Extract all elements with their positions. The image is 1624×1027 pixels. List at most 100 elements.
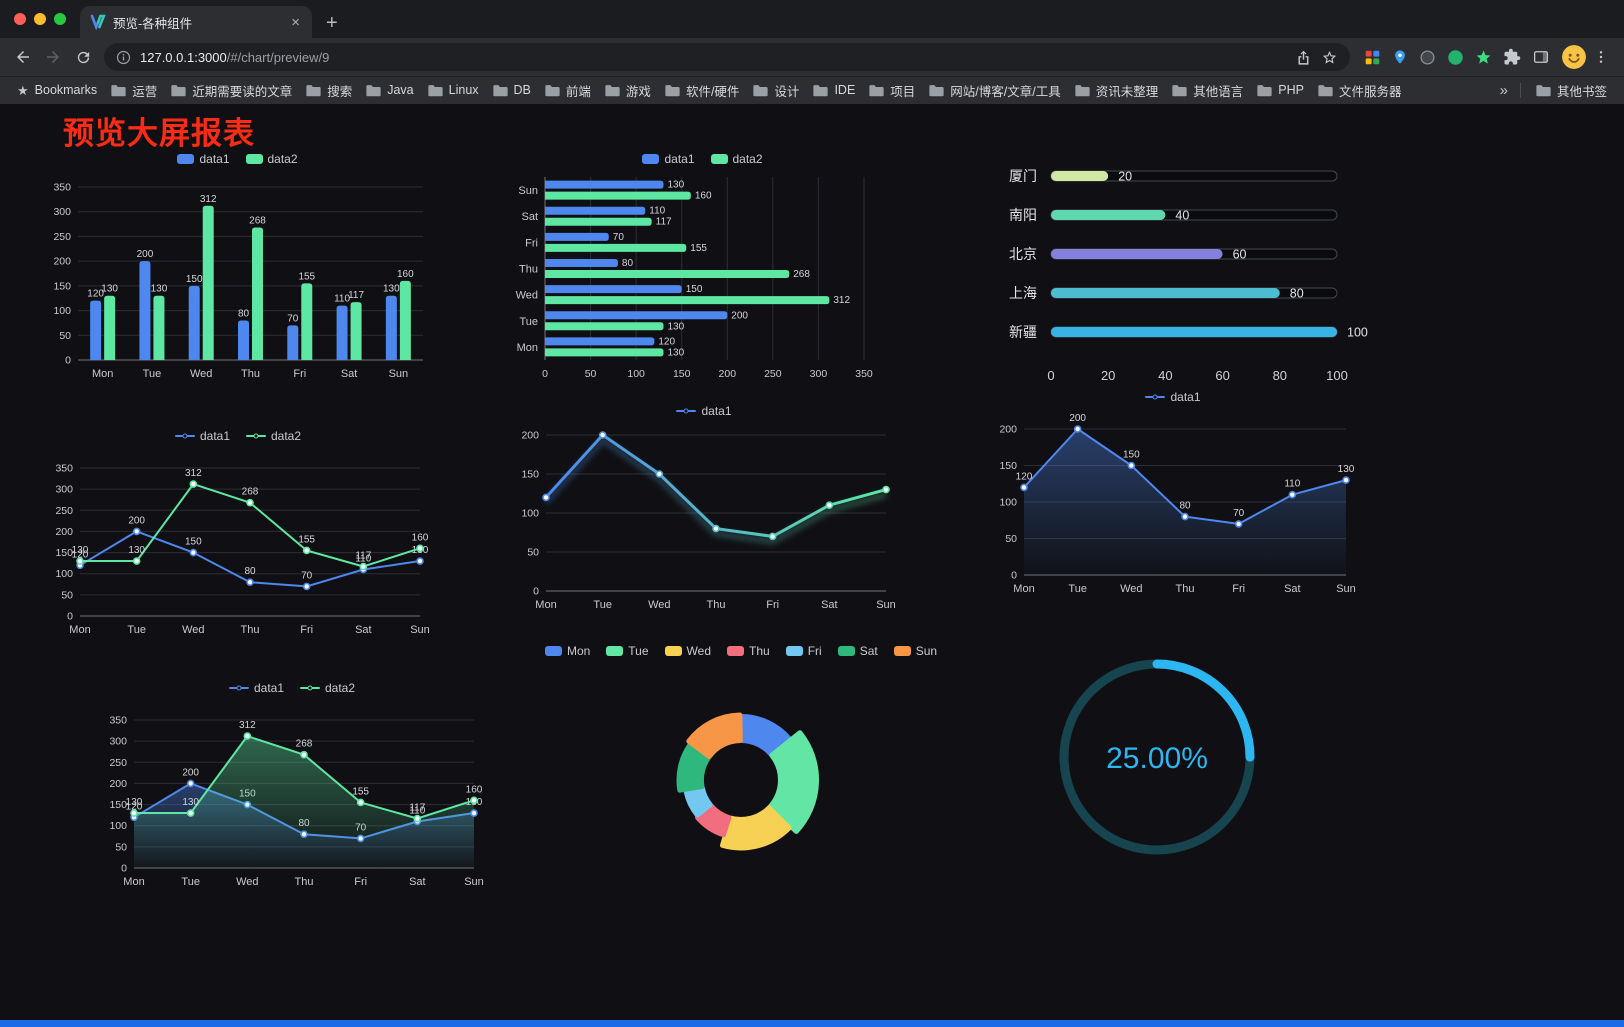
legend-item[interactable]: data2 (245, 152, 298, 166)
bookmark-label: 其他语言 (1193, 84, 1244, 99)
folder-icon (1318, 84, 1333, 97)
bookmark-folder[interactable]: Linux (421, 79, 486, 102)
bookmark-folder[interactable]: 资讯未整理 (1068, 79, 1166, 102)
legend-item[interactable]: Wed (664, 644, 711, 658)
chart-legend: data1 (986, 387, 1360, 407)
svg-text:Sun: Sun (876, 599, 896, 611)
reload-button[interactable] (68, 42, 98, 72)
legend-label: Tue (628, 644, 649, 658)
svg-text:155: 155 (298, 534, 315, 545)
bookmark-folder[interactable]: 项目 (862, 79, 922, 102)
bookmark-folder[interactable]: DB (486, 79, 538, 102)
profile-avatar[interactable] (1562, 45, 1586, 69)
legend-item[interactable]: Sun (893, 644, 937, 658)
legend-item[interactable]: data1 (177, 152, 230, 166)
bookmark-folder[interactable]: 搜索 (299, 79, 359, 102)
side-panel-icon[interactable] (1532, 48, 1550, 66)
extension-dark-circle-icon[interactable] (1419, 49, 1436, 66)
bookmark-folder[interactable]: 游戏 (598, 79, 658, 102)
address-bar[interactable]: 127.0.0.1:3000/#/chart/preview/9 (104, 43, 1350, 71)
svg-text:80: 80 (238, 308, 250, 319)
svg-text:117: 117 (656, 217, 672, 228)
legend-item[interactable]: data2 (300, 681, 355, 695)
legend-label: data2 (271, 429, 302, 443)
legend-label: data1 (1170, 390, 1201, 404)
menu-kebab-button[interactable] (1586, 42, 1616, 72)
svg-text:110: 110 (334, 294, 350, 305)
svg-text:130: 130 (383, 284, 400, 295)
svg-text:Tue: Tue (143, 368, 162, 380)
svg-text:200: 200 (731, 310, 748, 321)
bookmark-folder[interactable]: 运营 (104, 79, 164, 102)
svg-text:Wed: Wed (516, 290, 538, 302)
extensions-puzzle-icon[interactable] (1503, 48, 1521, 66)
svg-text:100: 100 (109, 820, 127, 832)
legend-item[interactable]: data2 (710, 152, 763, 166)
svg-text:350: 350 (55, 463, 73, 475)
bookmark-label: 运营 (132, 84, 158, 99)
svg-text:200: 200 (109, 778, 127, 790)
svg-text:Sat: Sat (821, 599, 838, 611)
titlebar: 预览-各种组件 × + (0, 0, 1624, 38)
bookmark-folder[interactable]: 网站/博客/文章/工具 (922, 79, 1067, 102)
legend-item[interactable]: data1 (642, 152, 695, 166)
legend-swatch-icon (174, 433, 195, 439)
legend-item[interactable]: Fri (785, 644, 822, 658)
zoom-window-button[interactable] (54, 13, 66, 25)
bookmark-folder[interactable]: 前端 (538, 79, 598, 102)
folder-icon (929, 84, 944, 97)
svg-text:130: 130 (101, 284, 118, 295)
extension-green-circle-icon[interactable] (1447, 49, 1464, 66)
chart-legend: data1 data2 (96, 678, 488, 698)
legend-item[interactable]: Sat (837, 644, 878, 658)
svg-text:200: 200 (128, 515, 145, 526)
legend-item[interactable]: data1 (174, 429, 230, 443)
legend-item[interactable]: Thu (727, 644, 770, 658)
back-button[interactable] (8, 42, 38, 72)
svg-text:160: 160 (412, 532, 429, 543)
svg-text:Mon: Mon (1013, 583, 1034, 595)
svg-text:100: 100 (521, 508, 539, 520)
site-info-icon[interactable] (116, 50, 131, 65)
browser-tab[interactable]: 预览-各种组件 × (80, 6, 312, 38)
extension-pin-icon[interactable] (1392, 49, 1408, 65)
other-bookmarks-folder[interactable]: 其他书签 (1529, 79, 1614, 102)
legend-item[interactable]: data2 (246, 429, 301, 443)
svg-text:117: 117 (355, 551, 371, 562)
kebab-menu-icon (1599, 51, 1603, 63)
bookmark-folder[interactable]: 其他语言 (1165, 79, 1250, 102)
extension-grid-icon[interactable] (1364, 49, 1381, 66)
legend-item[interactable]: Mon (544, 644, 590, 658)
new-tab-button[interactable]: + (326, 12, 338, 34)
bookmark-folder[interactable]: PHP (1250, 79, 1311, 102)
svg-text:312: 312 (200, 194, 217, 205)
extension-green-star-icon[interactable] (1475, 49, 1492, 66)
url-text[interactable]: 127.0.0.1:3000/#/chart/preview/9 (140, 50, 1286, 65)
close-window-button[interactable] (14, 13, 26, 25)
legend-item[interactable]: Tue (606, 644, 649, 658)
bookmarks-overflow-chevron-icon[interactable]: » (1499, 81, 1508, 99)
svg-text:20: 20 (1118, 170, 1132, 184)
bookmark-folder[interactable]: 文件服务器 (1311, 79, 1409, 102)
bookmark-folder[interactable]: 近期需要读的文章 (164, 79, 299, 102)
svg-text:100: 100 (53, 305, 71, 317)
bookmark-folder[interactable]: 设计 (746, 79, 806, 102)
legend-item[interactable]: data1 (228, 681, 284, 695)
chart-legend: data1 data2 (40, 149, 435, 169)
bookmark-folder[interactable]: 软件/硬件 (658, 79, 746, 102)
bookmarks-manager-item[interactable]: ★ Bookmarks (10, 81, 104, 99)
minimize-window-button[interactable] (34, 13, 46, 25)
share-button[interactable] (1295, 49, 1312, 66)
bookmark-folder[interactable]: Java (359, 79, 420, 102)
svg-text:Tue: Tue (127, 624, 146, 636)
legend-item[interactable]: data1 (1145, 390, 1201, 404)
legend-item[interactable]: data1 (676, 404, 732, 418)
bookmark-folder[interactable]: IDE (806, 79, 862, 102)
folder-icon (1257, 84, 1272, 97)
svg-text:0: 0 (67, 611, 73, 623)
bookmark-star-button[interactable] (1321, 49, 1338, 66)
tab-close-icon[interactable]: × (291, 13, 300, 31)
forward-button[interactable] (38, 42, 68, 72)
svg-text:Sat: Sat (341, 368, 358, 380)
svg-text:80: 80 (1290, 287, 1304, 301)
